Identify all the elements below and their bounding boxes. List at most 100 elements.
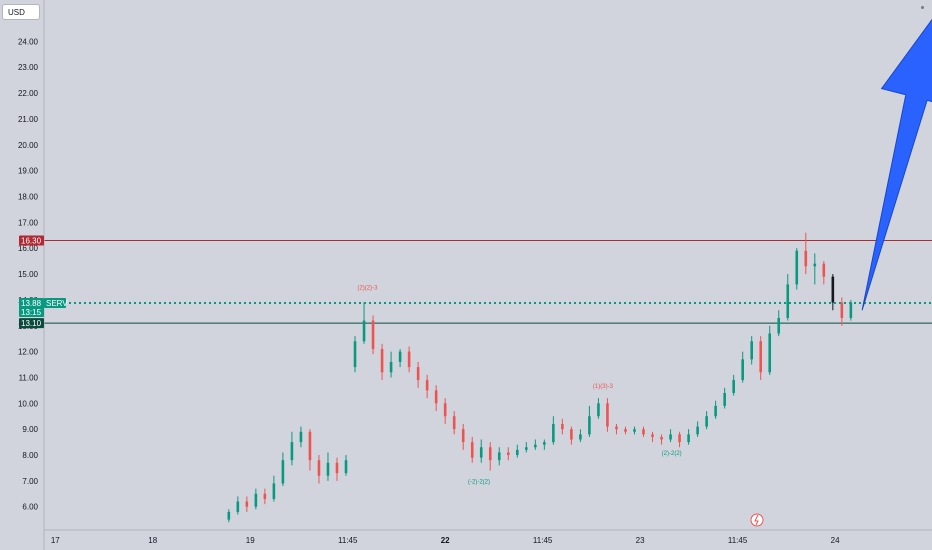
candle-body — [308, 431, 312, 461]
candle-body — [389, 361, 393, 373]
currency-label: USD — [8, 8, 25, 17]
candle-body — [227, 511, 231, 520]
candle-body — [254, 493, 258, 507]
candle-body — [434, 390, 438, 404]
price-tick-label: 16.00 — [18, 244, 39, 253]
price-tick-label: 24.00 — [18, 37, 39, 46]
price-tick-label: 17.00 — [18, 218, 39, 227]
price-tick-label: 7.00 — [22, 477, 38, 486]
candle-body — [822, 263, 826, 277]
candle-body — [561, 424, 564, 430]
bolt-icon — [754, 514, 759, 526]
time-tick-label: 11:45 — [533, 536, 553, 545]
candle-body — [488, 447, 492, 461]
price-tick-label: 19.00 — [18, 167, 39, 176]
candle-body — [759, 341, 763, 373]
price-line-label: 13.10 — [21, 319, 42, 328]
candle-body — [272, 483, 276, 499]
time-axis[interactable]: 17 18 19 11:45 22 11:45 23 11:45 24 — [44, 529, 932, 545]
pattern-labels: (2)(2)-3 (1)(3)-3 (-2)-2(2) (2)-2(2) — [357, 286, 681, 486]
candle-body — [534, 444, 537, 448]
candle-body — [597, 403, 600, 417]
price-tick-label: 8.00 — [22, 451, 38, 460]
candle-body — [651, 434, 654, 437]
time-tick-label: 18 — [148, 536, 157, 545]
price-line-tag — [19, 235, 44, 246]
time-tick-label: 19 — [246, 536, 255, 545]
price-line-tag — [19, 318, 44, 329]
price-tick-label: 23.00 — [18, 63, 39, 72]
chart-grid — [44, 0, 932, 530]
candle-body — [497, 452, 501, 461]
candle-body — [642, 429, 645, 435]
candle-body — [515, 449, 519, 456]
candle-body — [696, 426, 699, 435]
candle-body — [245, 501, 249, 507]
price-tick-label: 21.00 — [18, 115, 39, 124]
candle-body — [723, 392, 726, 406]
candle-body — [570, 429, 573, 440]
earnings-icon[interactable] — [750, 513, 764, 527]
time-tick-label: 23 — [636, 536, 645, 545]
countdown-label: 13:15 — [21, 308, 42, 317]
candle-body — [615, 426, 618, 430]
candle-body — [804, 250, 808, 267]
price-tick-label: 11.00 — [19, 373, 39, 382]
chart-menu-dot[interactable] — [921, 6, 924, 9]
candle-body — [380, 349, 384, 373]
candle-body — [335, 462, 339, 474]
candle-body — [425, 380, 429, 391]
candle-body — [407, 351, 411, 368]
candle-body — [795, 250, 799, 285]
candle-body — [543, 442, 546, 445]
candle-body — [840, 302, 844, 318]
candle-body — [236, 501, 240, 512]
candle-body — [263, 493, 267, 499]
candle-body — [633, 429, 636, 432]
price-tick-label: 9.00 — [22, 425, 38, 434]
candle-body — [452, 416, 456, 430]
candle-body — [669, 434, 672, 440]
candle-body — [281, 460, 285, 484]
upward-arrow[interactable] — [861, 10, 932, 311]
currency-selector[interactable]: USD — [2, 4, 40, 20]
time-tick-label: 11:45 — [338, 536, 358, 545]
candle-body — [317, 460, 321, 476]
price-tick-label: 12.00 — [18, 348, 39, 357]
candle-body — [371, 320, 375, 350]
drawing-arrow[interactable] — [861, 10, 932, 311]
candle-body — [552, 424, 555, 443]
price-tick-label: 6.00 — [22, 503, 38, 512]
candle-body — [299, 431, 303, 443]
candle-body — [741, 359, 744, 381]
price-line-label: 16.30 — [21, 236, 42, 245]
candle-body — [353, 341, 357, 368]
candle-body — [443, 403, 447, 417]
candle-body — [579, 434, 582, 440]
candle-body — [624, 429, 627, 432]
candle-body — [660, 436, 663, 440]
plot-area — [44, 0, 932, 530]
candlestick-series — [227, 232, 853, 523]
last-price-tag — [19, 298, 44, 318]
candle-body — [344, 460, 348, 474]
candle-body — [470, 442, 474, 458]
candle-body — [777, 318, 781, 334]
candle-body — [687, 434, 690, 443]
price-tick-label: 22.00 — [18, 89, 39, 98]
price-lines — [44, 239, 932, 324]
candle-body — [714, 405, 717, 417]
candle-body — [786, 284, 790, 318]
price-tick-label: 20.00 — [18, 141, 39, 150]
earnings-marker[interactable] — [750, 513, 764, 527]
time-tick-label: 17 — [51, 536, 60, 545]
pattern-label: (-2)-2(2) — [468, 479, 490, 485]
ticker-tag — [44, 298, 66, 309]
candle-body — [831, 276, 835, 303]
candle-body — [416, 367, 420, 381]
candle-body — [768, 333, 772, 373]
ticker-label: SERV — [46, 299, 68, 308]
price-axis[interactable]: 6.007.008.009.0010.0011.0012.0013.0014.0… — [18, 0, 45, 550]
candle-body — [606, 403, 609, 427]
